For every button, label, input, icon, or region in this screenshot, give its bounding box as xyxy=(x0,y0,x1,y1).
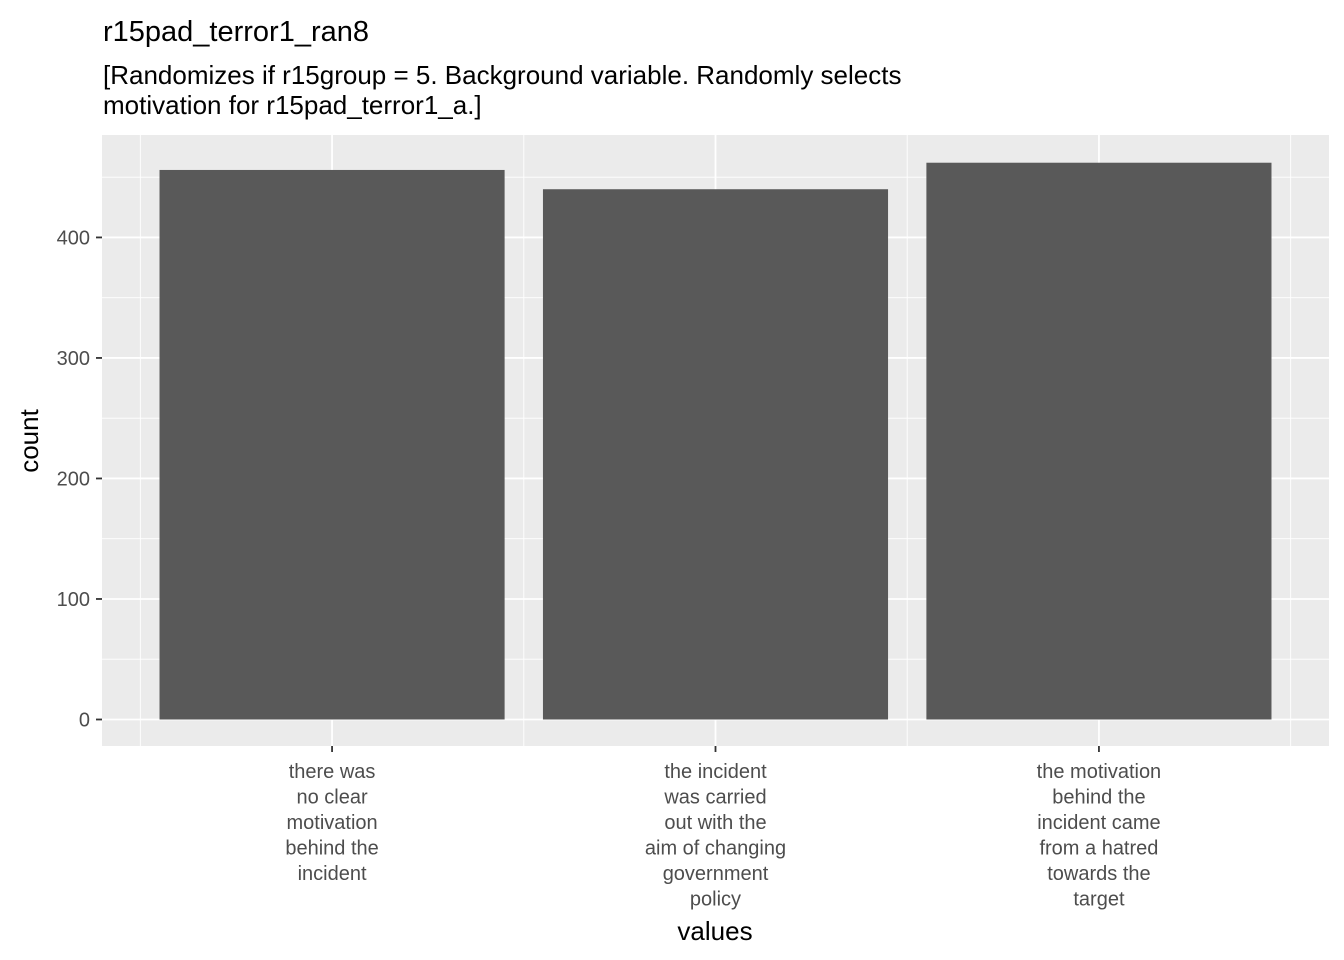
x-axis-title: values xyxy=(677,916,752,946)
x-tick-label-line: out with the xyxy=(664,812,766,834)
x-tick-label-line: there was xyxy=(289,761,376,783)
y-axis: 0 100 200 300 400 xyxy=(57,227,102,731)
bars xyxy=(159,162,1272,720)
y-tick-label: 0 xyxy=(79,709,90,731)
y-tick-label: 100 xyxy=(57,589,90,611)
x-tick-label-2: the incident was carried out with the aim o… xyxy=(645,761,786,911)
x-tick-label-line: aim of changing xyxy=(645,838,786,860)
x-tick-label-line: government xyxy=(663,863,769,885)
x-tick-label-line: the motivation xyxy=(1037,761,1162,783)
chart-subtitle-line-1: [Randomizes if r15group = 5. Background … xyxy=(103,60,901,90)
x-tick-label-line: policy xyxy=(690,889,741,911)
x-tick-label-line: incident xyxy=(298,863,367,885)
x-tick-label-line: towards the xyxy=(1047,863,1150,885)
x-tick-label-line: behind the xyxy=(1052,787,1145,809)
x-tick-label-3: the motivation behind the incident came fro… xyxy=(1037,761,1162,911)
x-tick-label-1: there was no clear motivation behind the inc… xyxy=(285,761,378,885)
x-tick-label-line: behind the xyxy=(285,838,378,860)
x-tick-label-line: motivation xyxy=(286,812,377,834)
bar-1 xyxy=(159,169,505,720)
bar-2 xyxy=(542,189,889,720)
y-tick-label: 200 xyxy=(57,468,90,490)
x-tick-label-line: target xyxy=(1073,889,1125,911)
x-tick-label-line: from a hatred xyxy=(1039,838,1158,860)
x-tick-label-line: no clear xyxy=(296,787,367,809)
x-tick-label-line: was carried xyxy=(663,787,766,809)
x-axis: there was no clear motivation behind the inc… xyxy=(285,746,1161,911)
chart-title: r15pad_terror1_ran8 xyxy=(103,16,369,48)
y-tick-label: 300 xyxy=(57,348,90,370)
bar-3 xyxy=(926,162,1272,720)
chart-subtitle-line-2: motivation for r15pad_terror1_a.] xyxy=(103,90,482,120)
x-tick-label-line: the incident xyxy=(664,761,767,783)
x-tick-label-line: incident came xyxy=(1037,812,1160,834)
y-tick-label: 400 xyxy=(57,227,90,249)
y-axis-title: count xyxy=(14,408,44,472)
